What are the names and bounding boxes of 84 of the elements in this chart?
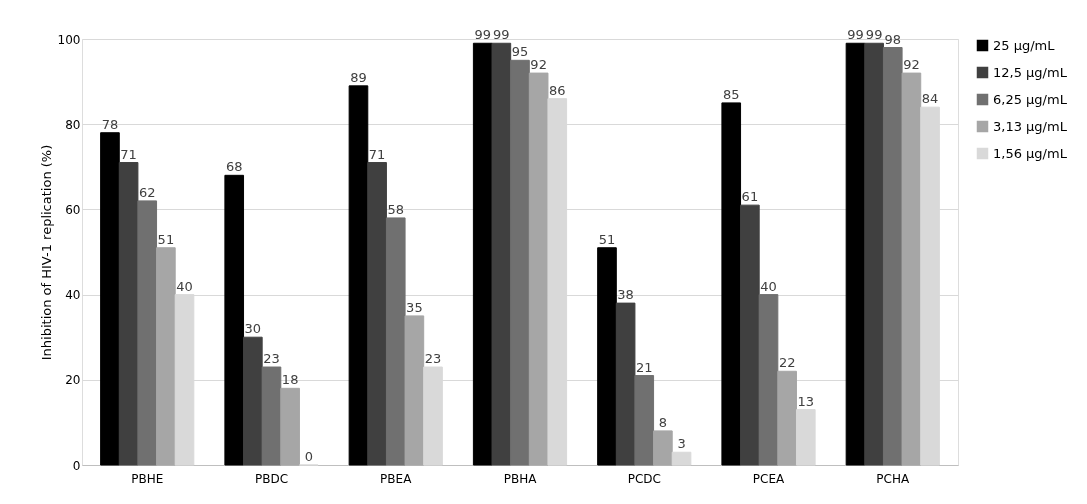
data-label: 40 <box>760 278 777 294</box>
bar <box>864 42 884 466</box>
data-label: 38 <box>617 287 634 303</box>
bar <box>224 174 245 466</box>
x-tick-label: PBEA <box>380 471 413 486</box>
data-label: 18 <box>281 372 299 388</box>
legend-label: 3,13 µg/mL <box>993 118 1068 134</box>
x-tick-label: PCHA <box>876 471 910 486</box>
x-tick-label: PCEA <box>752 471 785 486</box>
data-label: 71 <box>120 146 137 162</box>
x-tick-label: PBDC <box>254 471 289 486</box>
data-label: 22 <box>778 355 796 371</box>
x-tick-label: PBHA <box>503 471 538 486</box>
data-label: 71 <box>368 146 386 162</box>
data-label: 23 <box>263 351 280 367</box>
bar <box>740 204 760 466</box>
data-label: 99 <box>493 27 510 43</box>
data-label: 86 <box>549 82 566 98</box>
bar <box>280 387 300 466</box>
data-label: 92 <box>530 57 547 73</box>
bar <box>367 162 387 466</box>
data-label: 92 <box>903 57 920 73</box>
y-tick-label: 40 <box>65 288 81 303</box>
bar <box>385 217 406 466</box>
data-label: 99 <box>865 27 883 43</box>
bar <box>634 375 655 466</box>
bar <box>845 42 866 466</box>
data-label: 3 <box>677 436 686 452</box>
data-label: 8 <box>658 414 668 430</box>
y-tick-label: 0 <box>72 458 81 473</box>
bar <box>721 102 742 466</box>
data-label: 13 <box>797 393 815 409</box>
x-tick-label: PCDC <box>627 471 661 486</box>
data-label: 40 <box>176 278 193 294</box>
bar <box>491 42 512 466</box>
bar <box>901 72 922 466</box>
data-label: 89 <box>350 69 367 85</box>
legend-label: 6,25 µg/mL <box>993 91 1068 107</box>
data-label: 68 <box>225 159 243 175</box>
bar <box>777 370 797 466</box>
data-label: 51 <box>598 231 616 247</box>
data-label: 84 <box>921 91 939 107</box>
bar <box>510 59 530 466</box>
data-label: 51 <box>157 231 175 247</box>
data-label: 99 <box>847 27 864 43</box>
data-label: 85 <box>722 86 740 102</box>
data-label: 21 <box>635 359 653 375</box>
bar <box>671 451 692 466</box>
bar <box>653 430 673 466</box>
data-label: 0 <box>304 449 313 464</box>
bar <box>137 200 158 466</box>
bar <box>795 409 816 466</box>
data-label: 98 <box>884 31 902 47</box>
legend-label: 1,56 µg/mL <box>993 145 1068 161</box>
bar <box>597 247 617 466</box>
x-tick-label: PBHE <box>131 471 164 486</box>
data-label: 35 <box>406 299 423 315</box>
legend-label: 25 µg/mL <box>993 37 1056 53</box>
bar <box>156 247 176 466</box>
bar <box>243 336 263 466</box>
bar <box>615 302 636 466</box>
data-label: 78 <box>101 116 119 132</box>
bar <box>404 315 425 466</box>
data-label: 30 <box>244 321 262 337</box>
bar <box>472 42 493 466</box>
y-tick-label: 100 <box>57 32 81 47</box>
y-axis-title: Inhibition of HIV-1 replication (%) <box>38 144 54 361</box>
y-tick-label: 80 <box>65 117 81 132</box>
data-label: 23 <box>424 351 442 367</box>
data-label: 61 <box>741 189 759 205</box>
bar <box>118 162 139 466</box>
data-label: 58 <box>387 201 405 217</box>
bar <box>100 132 120 466</box>
bar <box>758 294 779 466</box>
bar <box>528 72 549 466</box>
y-tick-label: 60 <box>65 202 81 217</box>
data-label: 95 <box>511 44 529 60</box>
bar <box>261 366 282 466</box>
bar <box>882 47 903 466</box>
data-label: 62 <box>138 184 156 200</box>
y-tick-label: 20 <box>65 373 81 388</box>
data-label: 99 <box>474 27 491 43</box>
legend-label: 12,5 µg/mL <box>993 64 1068 80</box>
bar <box>348 85 369 466</box>
